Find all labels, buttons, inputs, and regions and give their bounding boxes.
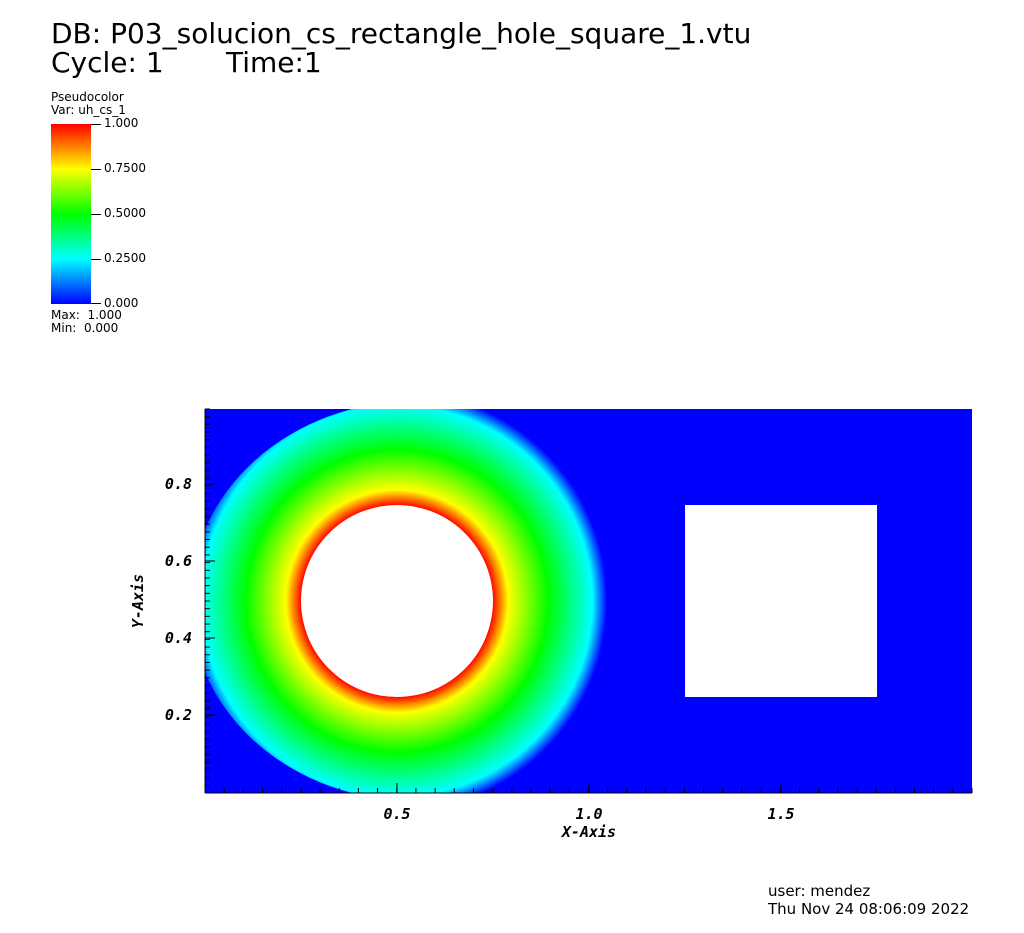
x-tick-label: 1.0 [575,805,602,823]
y-minor-ticks [205,408,210,794]
x-tick-label: 1.5 [767,805,794,823]
colorbar-tick [91,259,101,260]
legend-min: Min: 0.000 [51,321,119,335]
x-minor-ticks [204,788,973,793]
footer-date: Thu Nov 24 08:06:09 2022 [768,900,970,918]
database-title: DB: P03_solucion_cs_rectangle_hole_squar… [51,17,752,50]
y-tick-label: 0.2 [165,706,192,724]
colorbar-label-025: 0.2500 [104,251,146,265]
colorbar-label-050: 0.5000 [104,206,146,220]
colorbar-label-075: 0.7500 [104,161,146,175]
y-tick-label: 0.4 [165,629,192,647]
legend-max: Max: 1.000 [51,308,122,322]
x-tick-label: 0.5 [383,805,410,823]
y-axis-title: Y-Axis [129,574,147,628]
y-tick-label: 0.8 [165,475,192,493]
y-tick-label: 0.6 [165,552,192,570]
colorbar-label-max: 1.000 [104,116,139,130]
legend-variable: Var: uh_cs_1 [51,103,126,117]
colorbar [51,124,91,304]
colorbar-tick [91,124,101,125]
colorbar-label-min: 0.000 [104,296,139,310]
field-falloff [205,409,640,793]
legend-title: Pseudocolor [51,90,124,104]
solution-field [205,409,972,793]
colorbar-tick [91,169,101,170]
cycle-time-label: Cycle: 1 Time:1 [51,46,322,79]
colorbar-tick [91,303,101,304]
footer-user: user: mendez [768,882,871,900]
colorbar-tick [91,214,101,215]
x-axis-title: X-Axis [560,823,616,841]
